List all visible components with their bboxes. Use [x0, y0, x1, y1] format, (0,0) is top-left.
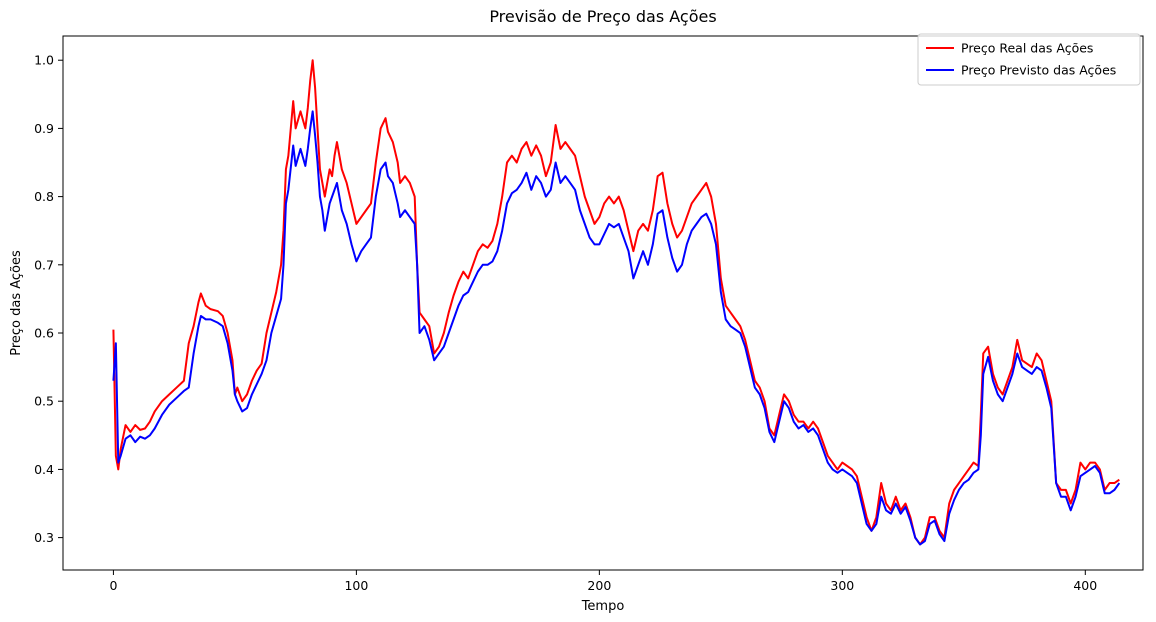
- plot-frame: [62, 35, 1144, 571]
- legend-box: [917, 33, 1141, 86]
- legend: Preço Real das Ações Preço Previsto das …: [917, 33, 1141, 86]
- y-tick-label: 0.5: [34, 394, 54, 409]
- x-tick-label: 0: [109, 578, 117, 593]
- legend-label-predicted: Preço Previsto das Ações: [961, 63, 1116, 78]
- y-tick-label: 1.0: [34, 53, 54, 68]
- y-tick-label: 0.3: [34, 530, 54, 545]
- y-tick-label: 0.4: [34, 462, 54, 477]
- y-axis-label: Preço das Ações: [9, 250, 24, 356]
- x-tick-label: 200: [587, 578, 611, 593]
- x-tick-label: 100: [344, 578, 368, 593]
- x-axis-label: Tempo: [581, 599, 625, 614]
- y-tick-label: 0.7: [34, 257, 54, 272]
- x-tick-label: 400: [1073, 578, 1097, 593]
- x-tick-label: 300: [830, 578, 854, 593]
- y-axis: 0.3 0.4 0.5 0.6 0.7 0.8 0.9 1.0: [34, 53, 63, 545]
- x-axis: 0 100 200 300 400: [109, 570, 1097, 593]
- y-tick-label: 0.8: [34, 189, 54, 204]
- series-layer: [112, 59, 1121, 546]
- legend-label-real: Preço Real das Ações: [961, 41, 1093, 56]
- chart-title: Previsão de Preço das Ações: [489, 7, 716, 26]
- y-tick-label: 0.9: [34, 121, 54, 136]
- y-tick-label: 0.6: [34, 326, 54, 341]
- series-line-predicted: [112, 110, 1121, 546]
